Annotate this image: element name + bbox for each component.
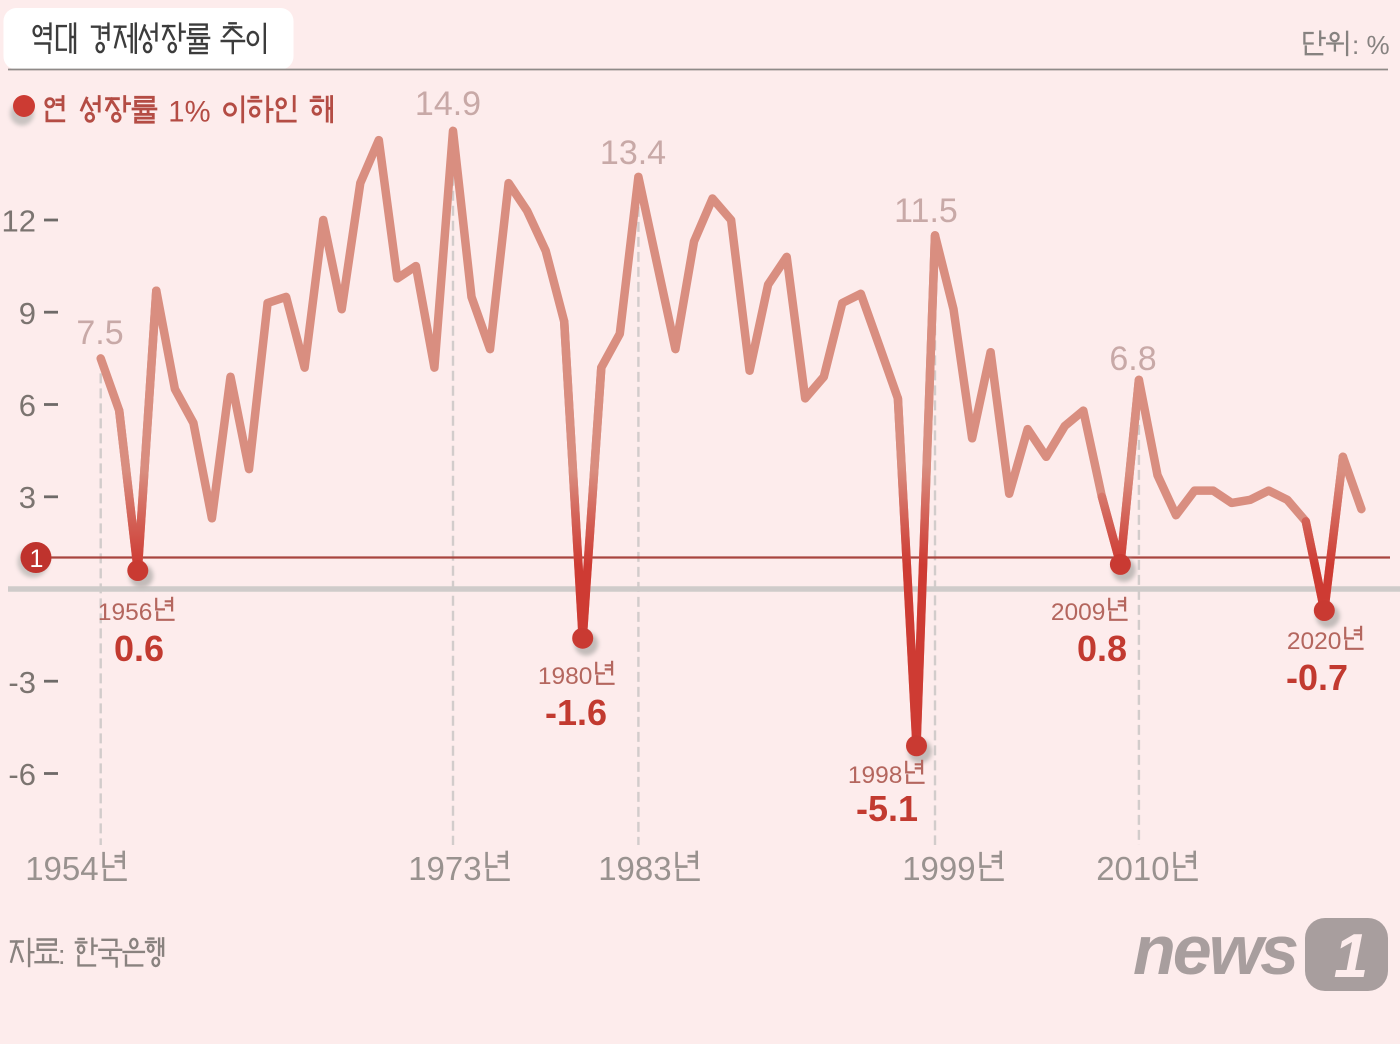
svg-text:-5.1: -5.1	[856, 788, 918, 829]
svg-text:1956: 1956	[98, 599, 153, 626]
svg-text:%: %	[185, 96, 211, 128]
svg-text:1999: 1999	[902, 850, 975, 887]
svg-text:6: 6	[19, 388, 36, 423]
svg-text:2020: 2020	[1287, 628, 1342, 655]
svg-text:1: 1	[1334, 922, 1368, 991]
svg-text:-0.7: -0.7	[1286, 657, 1348, 698]
svg-text:9: 9	[19, 296, 36, 331]
svg-text:1980: 1980	[538, 663, 593, 690]
svg-text:-1.6: -1.6	[545, 692, 607, 733]
svg-text:1: 1	[168, 96, 184, 128]
svg-text:12: 12	[2, 204, 36, 239]
svg-text:2009: 2009	[1051, 599, 1106, 626]
svg-text:0.6: 0.6	[114, 628, 164, 669]
svg-text:1973: 1973	[408, 850, 481, 887]
svg-text:1998: 1998	[848, 762, 903, 789]
svg-text:1: 1	[30, 545, 44, 573]
svg-text:-6: -6	[8, 757, 36, 792]
svg-text:3: 3	[19, 480, 36, 515]
svg-text:-3: -3	[8, 665, 36, 700]
svg-text:news: news	[1133, 911, 1297, 989]
svg-text:1954: 1954	[25, 850, 98, 887]
svg-text:0.8: 0.8	[1077, 628, 1127, 669]
svg-text::: :	[58, 940, 66, 970]
svg-text:: %: : %	[1352, 30, 1390, 60]
svg-text:11.5: 11.5	[894, 192, 958, 230]
svg-text:13.4: 13.4	[600, 134, 666, 172]
svg-text:7.5: 7.5	[76, 314, 123, 352]
svg-text:2010: 2010	[1096, 850, 1169, 887]
svg-text:14.9: 14.9	[415, 85, 481, 123]
svg-text:1983: 1983	[598, 850, 671, 887]
svg-text:6.8: 6.8	[1109, 340, 1156, 378]
